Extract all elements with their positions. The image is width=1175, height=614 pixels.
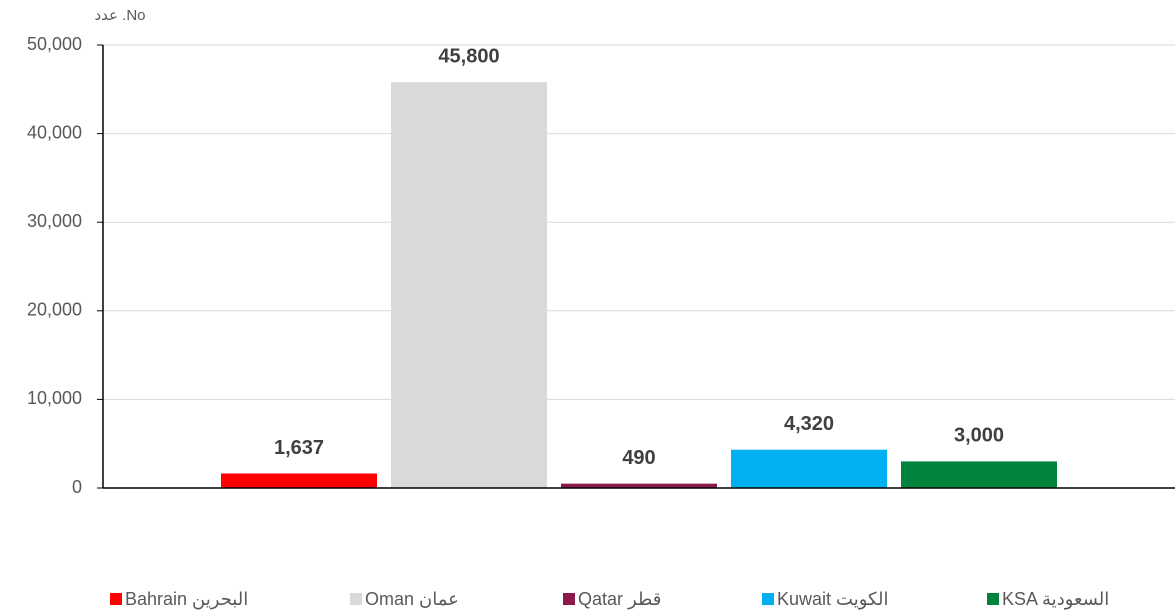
legend-label: Kuwait الكويت	[777, 589, 888, 610]
legend-swatch	[762, 593, 774, 605]
legend-label: Oman عمان	[365, 589, 459, 609]
bar	[901, 461, 1057, 488]
legend-swatch	[350, 593, 362, 605]
value-label: 3,000	[954, 425, 1004, 447]
bar	[221, 473, 377, 488]
legend-label: Bahrain البحرين	[125, 589, 248, 610]
y-tick-label: 40,000	[27, 122, 82, 142]
value-label: 4,320	[784, 413, 834, 435]
y-tick-label: 50,000	[27, 34, 82, 54]
legend-swatch	[110, 593, 122, 605]
y-tick-label: 10,000	[27, 388, 82, 408]
legend-swatch	[987, 593, 999, 605]
y-tick-label: 0	[72, 477, 82, 497]
y-tick-label: 30,000	[27, 211, 82, 231]
bar	[731, 449, 887, 488]
value-label: 1,637	[274, 437, 324, 459]
y-tick-label: 20,000	[27, 300, 82, 320]
legend-label: KSA السعودية	[1002, 589, 1109, 610]
bar	[391, 82, 547, 488]
bar	[561, 483, 717, 488]
legend-label: Qatar قطر	[578, 589, 661, 610]
legend-swatch	[563, 593, 575, 605]
value-label: 45,800	[438, 45, 499, 67]
y-axis-label: عدد .No	[94, 7, 145, 24]
value-label: 490	[622, 447, 655, 469]
